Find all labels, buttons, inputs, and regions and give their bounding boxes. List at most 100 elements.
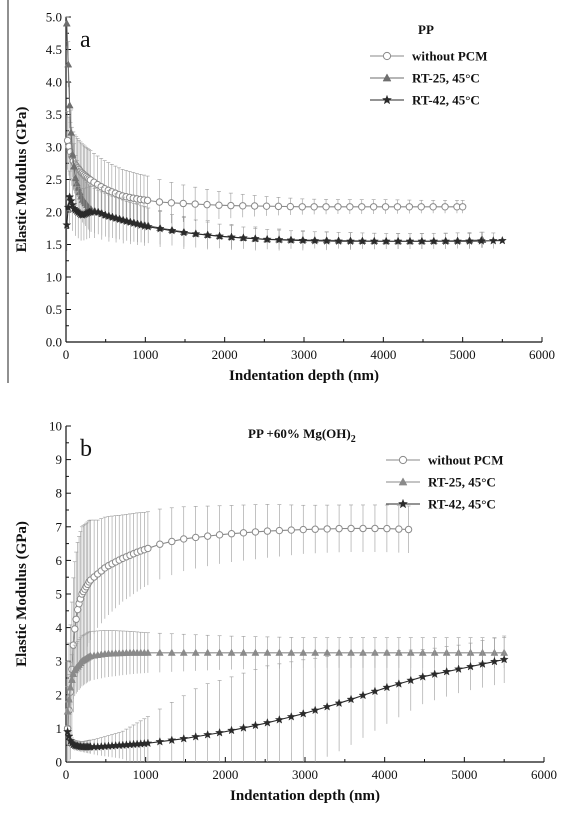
data-point: [250, 202, 259, 210]
data-point: [383, 524, 391, 533]
legend-marker: [382, 73, 392, 82]
data-point: [143, 196, 152, 205]
data-point: [263, 648, 272, 656]
data-point: [358, 203, 366, 211]
data-point: [359, 524, 367, 533]
data-point: [323, 525, 331, 533]
data-point: [357, 236, 367, 246]
data-point: [370, 686, 380, 696]
data-point: [67, 675, 76, 684]
x-tick-label: 1000: [132, 347, 158, 362]
y-tick-label: 2: [56, 687, 63, 702]
data-point: [203, 730, 213, 739]
data-point: [63, 707, 72, 715]
data-point: [417, 203, 425, 211]
y-tick-label: 2.5: [46, 172, 62, 187]
panel-label: b: [80, 436, 92, 462]
data-point: [347, 524, 355, 533]
data-point: [442, 666, 452, 676]
data-point: [191, 200, 199, 208]
data-point: [464, 236, 474, 245]
y-tick-label: 9: [56, 452, 63, 467]
data-point: [458, 203, 467, 211]
data-point: [239, 202, 247, 210]
data-point: [358, 690, 368, 700]
data-point: [66, 683, 75, 691]
legend-title-text: PP +60% Mg(OH): [248, 426, 351, 441]
data-point: [215, 727, 225, 737]
data-point: [203, 230, 213, 239]
legend: PP without PCM RT-25, 45°C RT-42, 45°C: [370, 22, 487, 108]
y-tick-label: 4.5: [46, 42, 62, 57]
x-tick-label: 3000: [291, 347, 317, 362]
data-point: [68, 200, 78, 209]
data-point: [404, 525, 413, 534]
data-point: [429, 203, 437, 211]
data-point: [179, 648, 188, 656]
legend-title-text: PP: [418, 22, 434, 37]
data-point: [168, 537, 176, 546]
data-point: [477, 659, 487, 668]
data-point: [62, 19, 71, 27]
legend-label: RT-42, 45°C: [412, 93, 480, 108]
data-point: [227, 725, 237, 735]
data-point: [62, 220, 72, 229]
data-point: [310, 203, 318, 211]
data-point: [418, 672, 428, 681]
x-tick-label: 6000: [529, 347, 555, 362]
y-tick-label: 3.0: [46, 140, 62, 155]
legend-label: RT-25, 45°C: [412, 71, 480, 86]
y-tick-label: 1.5: [46, 237, 62, 252]
data-point: [322, 702, 332, 711]
data-point: [64, 60, 73, 68]
data-point: [215, 648, 224, 656]
y-tick-label: 2.0: [46, 205, 62, 220]
data-point: [441, 236, 451, 246]
y-tick-label: 8: [56, 486, 63, 501]
data-point: [227, 201, 235, 210]
series-2: [63, 635, 509, 762]
data-point: [488, 236, 498, 245]
y-tick-label: 1: [56, 721, 63, 736]
legend-title: PP: [418, 22, 434, 37]
x-tick-label: 2000: [212, 347, 238, 362]
data-point: [191, 533, 200, 542]
x-tick-label: 5000: [450, 347, 476, 362]
legend-label: without PCM: [412, 49, 487, 64]
data-point: [66, 196, 76, 205]
legend: PP +60% Mg(OH)2 without PCM RT-25, 45°C RT-…: [248, 426, 503, 512]
y-tick-label: 4: [56, 620, 63, 635]
data-point: [429, 236, 439, 246]
data-point: [417, 236, 427, 246]
data-point: [179, 227, 189, 237]
data-point: [251, 528, 260, 536]
data-point: [322, 236, 332, 245]
data-point: [453, 236, 463, 246]
data-point: [466, 661, 476, 671]
data-point: [393, 236, 403, 246]
data-point: [299, 648, 308, 656]
data-point: [274, 202, 283, 211]
data-point: [71, 625, 79, 633]
data-point: [226, 232, 236, 241]
x-tick-label: 4000: [372, 767, 398, 782]
data-point: [286, 202, 295, 211]
legend-marker: [398, 477, 408, 486]
data-point: [179, 199, 187, 208]
data-point: [143, 738, 153, 748]
data-point: [406, 675, 416, 685]
data-point: [371, 524, 379, 533]
data-point: [180, 535, 188, 543]
y-tick-label: 0.5: [46, 302, 62, 317]
data-point: [323, 648, 332, 656]
data-point: [334, 236, 344, 245]
y-tick-label: 3: [56, 654, 63, 669]
data-point: [144, 544, 152, 553]
data-point: [155, 736, 165, 746]
series-2: [62, 170, 507, 251]
legend-label: RT-42, 45°C: [428, 497, 496, 512]
x-tick-label: 1000: [133, 767, 159, 782]
data-point: [250, 720, 260, 730]
data-point: [71, 174, 80, 182]
